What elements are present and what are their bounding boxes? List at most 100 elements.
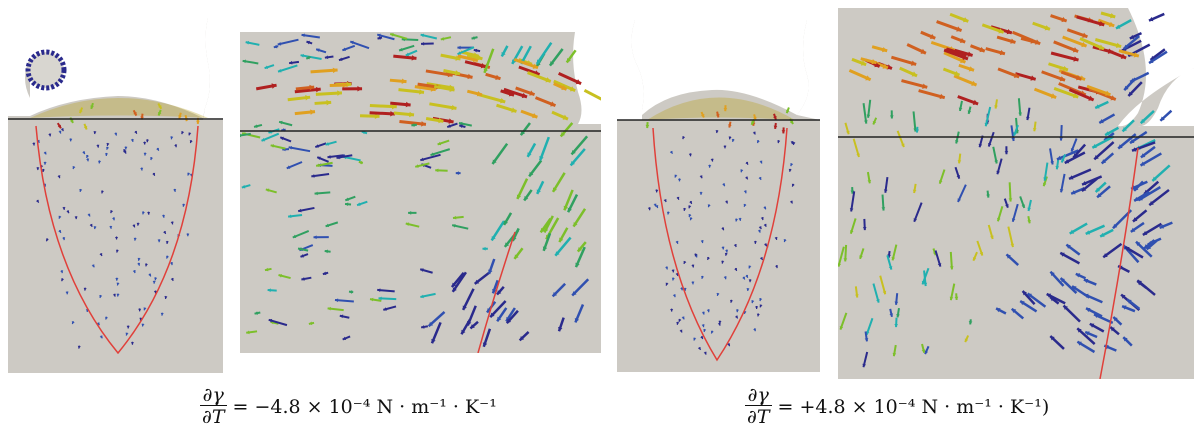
velocity-arrowhead xyxy=(1105,90,1111,96)
velocity-arrowhead xyxy=(271,83,277,89)
velocity-arrowhead xyxy=(1032,127,1037,132)
velocity-arrowhead xyxy=(677,178,682,182)
velocity-arrowhead xyxy=(724,252,728,256)
velocity-arrowhead xyxy=(542,246,548,251)
velocity-arrowhead xyxy=(405,222,410,227)
velocity-arrowhead xyxy=(420,33,425,38)
velocity-arrowhead xyxy=(575,262,580,268)
velocity-arrowhead xyxy=(748,265,752,269)
velocity-arrowhead xyxy=(261,137,266,142)
velocity-arrowhead xyxy=(137,257,141,261)
velocity-arrowhead xyxy=(91,264,95,268)
velocity-arrowhead xyxy=(143,307,147,311)
velocity-arrowhead xyxy=(457,45,461,50)
velocity-arrowhead xyxy=(655,189,659,193)
velocity-arrowhead xyxy=(955,140,959,144)
velocity-arrow xyxy=(1076,327,1096,346)
velocity-arrowhead xyxy=(1027,293,1033,298)
velocity-arrowhead xyxy=(506,316,511,322)
velocity-arrowhead xyxy=(514,254,519,259)
velocity-arrowhead xyxy=(270,144,275,148)
velocity-arrowhead xyxy=(653,203,657,207)
velocity-arrowhead xyxy=(1121,294,1126,299)
velocity-arrowhead xyxy=(550,101,556,107)
velocity-arrowhead xyxy=(889,115,894,119)
velocity-arrowhead xyxy=(647,207,651,211)
velocity-arrow xyxy=(277,38,299,46)
velocity-arrowhead xyxy=(342,47,346,52)
velocity-arrowhead xyxy=(1008,198,1013,202)
velocity-arrowhead xyxy=(1006,28,1012,35)
velocity-arrowhead xyxy=(856,153,860,157)
velocity-arrowhead xyxy=(1130,227,1136,232)
velocity-arrowhead xyxy=(116,293,120,297)
velocity-arrowhead xyxy=(697,346,701,350)
velocity-arrowhead xyxy=(1075,75,1082,81)
velocity-arrowhead xyxy=(882,63,888,69)
velocity-arrowhead xyxy=(791,183,795,187)
velocity-arrowhead xyxy=(740,169,744,173)
velocity-arrowhead xyxy=(1050,161,1054,165)
velocity-arrowhead xyxy=(288,214,292,219)
velocity-arrow xyxy=(872,283,880,303)
velocity-arrowhead xyxy=(972,99,979,106)
velocity-arrowhead xyxy=(860,60,867,66)
velocity-arrowhead xyxy=(1072,92,1079,99)
velocity-arrowhead xyxy=(1118,144,1123,149)
velocity-arrowhead xyxy=(415,164,419,168)
velocity-arrowhead xyxy=(753,328,757,332)
velocity-arrow xyxy=(1060,173,1066,193)
velocity-arrowhead xyxy=(745,176,748,180)
velocity-arrowhead xyxy=(1027,207,1031,212)
velocity-arrowhead xyxy=(521,92,528,99)
melt-pool-boundary xyxy=(652,127,788,362)
velocity-arrowhead xyxy=(994,105,998,109)
velocity-arrowhead xyxy=(968,66,975,72)
velocity-arrowhead xyxy=(715,130,719,134)
velocity-arrowhead xyxy=(998,28,1004,34)
velocity-arrow xyxy=(483,48,495,74)
velocity-arrowhead xyxy=(60,128,64,132)
velocity-arrowhead xyxy=(954,70,960,77)
velocity-arrowhead xyxy=(1131,147,1137,152)
velocity-arrowhead xyxy=(1018,112,1022,116)
velocity-arrowhead xyxy=(401,78,407,85)
velocity-arrowhead xyxy=(140,116,144,120)
velocity-arrowhead xyxy=(1046,293,1052,298)
velocity-arrowhead xyxy=(865,75,871,81)
velocity-arrowhead xyxy=(471,36,475,40)
velocity-arrowhead xyxy=(97,160,102,164)
velocity-arrow xyxy=(491,142,509,165)
velocity-arrowhead xyxy=(701,275,705,279)
velocity-arrowhead xyxy=(420,294,424,299)
velocity-arrowhead xyxy=(1148,16,1154,22)
velocity-arrowhead xyxy=(671,269,675,273)
velocity-arrowhead xyxy=(938,180,943,184)
velocity-arrowhead xyxy=(136,222,140,226)
equation-rhs: = −4.8 × 10⁻⁴ N · m⁻¹ · K⁻¹ xyxy=(232,395,497,418)
velocity-arrowhead xyxy=(570,161,575,166)
velocity-arrowhead xyxy=(691,281,695,285)
velocity-arrowhead xyxy=(289,60,293,65)
velocity-arrowhead xyxy=(701,311,705,315)
velocity-arrowhead xyxy=(79,189,83,192)
velocity-arrowhead xyxy=(41,169,45,172)
velocity-arrowhead xyxy=(1129,34,1135,40)
velocity-arrowhead xyxy=(678,318,682,322)
velocity-arrowhead xyxy=(1135,241,1141,247)
velocity-arrowhead xyxy=(377,36,381,40)
velocity-arrowhead xyxy=(93,131,97,135)
velocity-arrowhead xyxy=(725,200,728,204)
velocity-arrowhead xyxy=(751,300,755,304)
velocity-arrowhead xyxy=(58,215,62,219)
velocity-arrowhead xyxy=(1142,230,1148,235)
velocity-arrowhead xyxy=(501,51,506,57)
velocity-arrowhead xyxy=(536,189,541,194)
velocity-arrowhead xyxy=(954,296,959,300)
velocity-arrowhead xyxy=(279,120,283,125)
velocity-arrowhead xyxy=(962,54,968,60)
velocity-arrowhead xyxy=(524,196,529,201)
velocity-arrowhead xyxy=(894,301,899,305)
velocity-arrowhead xyxy=(112,217,116,221)
fraction: ∂γ ∂T xyxy=(200,385,227,428)
